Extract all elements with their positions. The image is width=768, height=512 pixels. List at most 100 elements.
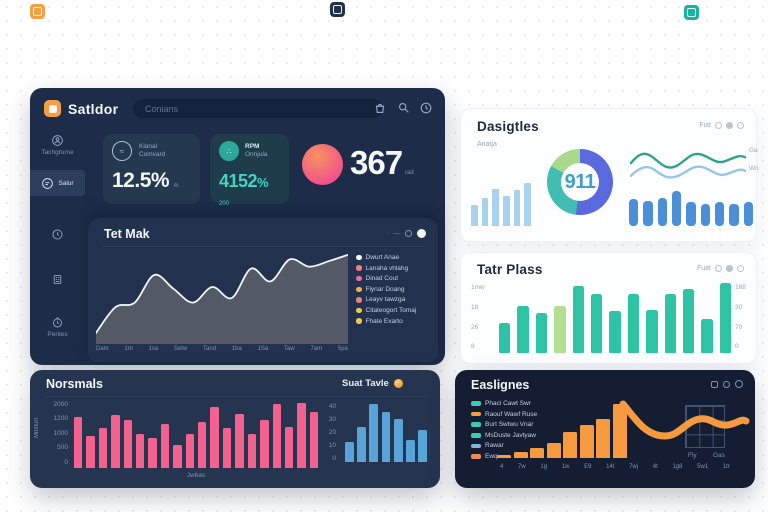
bar bbox=[530, 448, 545, 458]
record-icon[interactable] bbox=[417, 229, 426, 238]
legend-item[interactable]: Leayv tawzga bbox=[356, 296, 434, 303]
axis-label: 10 bbox=[328, 441, 336, 449]
minimize-icon[interactable]: ∙ bbox=[386, 230, 389, 237]
clock-icon[interactable] bbox=[419, 101, 433, 115]
legend-label: Dwurt Anae bbox=[365, 254, 400, 261]
mini-y-axis-labels: 40 30 20 10 0 bbox=[322, 403, 336, 462]
timer-icon bbox=[51, 316, 64, 329]
legend-item[interactable]: Flynar Doang bbox=[356, 286, 434, 293]
floating-app-icon-left[interactable] bbox=[30, 4, 45, 19]
sidebar-item-salur[interactable]: Salur bbox=[30, 170, 85, 196]
bar bbox=[563, 432, 578, 458]
panel-toolbar bbox=[711, 380, 743, 388]
legend-item[interactable]: Fhate Exarto bbox=[356, 318, 434, 325]
circle-icon[interactable] bbox=[723, 380, 730, 388]
bar bbox=[148, 438, 157, 468]
circle-icon[interactable] bbox=[405, 230, 412, 237]
legend-label: Lanaha vhlahg bbox=[365, 264, 409, 272]
bar bbox=[272, 403, 281, 468]
panel-subtitle: Anatja bbox=[477, 141, 497, 148]
bar bbox=[700, 203, 710, 226]
legend-item[interactable]: Ewq bbox=[471, 453, 591, 460]
legend-marker-icon bbox=[471, 401, 481, 406]
sidebar-item-tachgrume[interactable]: Tachgrume bbox=[30, 134, 85, 156]
kpi-card-klanal[interactable]: ≈ Klanal Comvard 12.5% m bbox=[103, 134, 200, 204]
bar bbox=[481, 198, 489, 226]
legend-item[interactable]: MsDuste Javtyaw bbox=[471, 432, 591, 439]
legend-item[interactable]: Dinad Cout bbox=[356, 275, 434, 282]
circle-icon[interactable] bbox=[735, 380, 743, 388]
square-icon[interactable] bbox=[711, 380, 718, 388]
sidebar-item-history[interactable] bbox=[30, 228, 85, 243]
legend-item[interactable]: Raouf Wawf Ruse bbox=[471, 411, 591, 418]
legend-item[interactable]: Dwurt Anae bbox=[356, 254, 434, 261]
axis-label: 500 bbox=[57, 444, 68, 452]
circle-icon[interactable] bbox=[726, 122, 733, 129]
wave-label-bottom: Wo bbox=[749, 165, 759, 172]
bar bbox=[671, 191, 682, 226]
axis-label: 70 bbox=[735, 323, 743, 331]
kpi-card-rpm[interactable]: ∴ RPM Onnjula 4152% 200 bbox=[210, 134, 289, 207]
axis-label: 0 bbox=[332, 454, 336, 462]
legend-item[interactable]: Rawar bbox=[471, 442, 591, 449]
chat-badge-icon bbox=[41, 177, 54, 190]
donut-value: 911 bbox=[564, 170, 596, 193]
legend-item[interactable]: Phaci Cawt Swr bbox=[471, 400, 591, 407]
legend-label: Fhate Exarto bbox=[365, 317, 403, 325]
sidebar-item-building[interactable] bbox=[30, 273, 85, 288]
panel-title: Dasigtles bbox=[477, 119, 539, 134]
gauge-icon: ≈ bbox=[112, 141, 132, 161]
tick-label: 1g bbox=[540, 464, 548, 470]
tick-label: 4 bbox=[500, 464, 504, 470]
bar bbox=[579, 425, 594, 458]
legend-marker-icon bbox=[356, 286, 362, 293]
axis-label: 2000 bbox=[53, 401, 68, 408]
tick-label: 1g8 bbox=[672, 464, 683, 470]
tick-label: 1sa bbox=[148, 346, 159, 352]
search-icon[interactable] bbox=[397, 101, 411, 115]
bar bbox=[643, 200, 653, 226]
sidebar-item-pentes[interactable]: Pentes bbox=[30, 316, 85, 338]
bar bbox=[682, 288, 695, 353]
floating-app-icon-right[interactable] bbox=[684, 5, 699, 20]
tick-label: 5pa bbox=[337, 346, 348, 352]
toolbar-label: Fiat bbox=[699, 122, 711, 129]
circle-icon[interactable] bbox=[715, 265, 722, 272]
circle-icon[interactable] bbox=[737, 122, 744, 129]
legend-item[interactable]: Lanaha vhlahg bbox=[356, 265, 434, 272]
bar bbox=[664, 293, 676, 353]
legend-label: Flynar Doang bbox=[365, 285, 405, 293]
tick-label: Setw bbox=[173, 346, 188, 352]
y-axis-right: 168 30 70 0 bbox=[735, 284, 753, 351]
dash-icon[interactable]: — bbox=[393, 230, 401, 237]
bar bbox=[743, 202, 753, 226]
axis-label: 168 bbox=[735, 284, 746, 291]
bag-icon[interactable] bbox=[373, 101, 387, 115]
bar bbox=[297, 403, 306, 468]
dashboard-panel: Satldor Tachgrume Salur Pentes ≈ Klanal … bbox=[30, 88, 445, 365]
app-logo[interactable] bbox=[44, 100, 61, 117]
bar bbox=[284, 427, 294, 468]
logo-mark-icon bbox=[48, 104, 57, 113]
tick-label: 4t bbox=[652, 464, 658, 470]
user-circle-icon bbox=[51, 134, 64, 147]
bar bbox=[235, 413, 244, 468]
kpi-label: RPM Onnjula bbox=[245, 142, 268, 158]
bar bbox=[517, 306, 529, 353]
search-input[interactable] bbox=[133, 99, 383, 118]
axis-label: 1200 bbox=[53, 415, 68, 423]
bar bbox=[714, 202, 725, 226]
legend-item[interactable]: Citateogort Tomaj bbox=[356, 307, 434, 314]
legend-marker-icon bbox=[356, 297, 362, 303]
area-chart-card: Tet Mak ∙ — Dam 1m 1sa Setw Tand 1ba 1Sa Taw 7am… bbox=[88, 218, 438, 362]
bar bbox=[260, 420, 269, 468]
circle-icon[interactable] bbox=[726, 265, 733, 272]
bar bbox=[524, 183, 532, 226]
legend-item[interactable]: Burt Swtwu Vnar bbox=[471, 421, 591, 428]
bar bbox=[719, 283, 732, 353]
floating-app-icon-center[interactable] bbox=[330, 2, 345, 17]
circle-icon[interactable] bbox=[737, 265, 744, 272]
bar bbox=[609, 311, 621, 353]
circle-icon[interactable] bbox=[715, 122, 722, 129]
bar bbox=[406, 439, 415, 462]
